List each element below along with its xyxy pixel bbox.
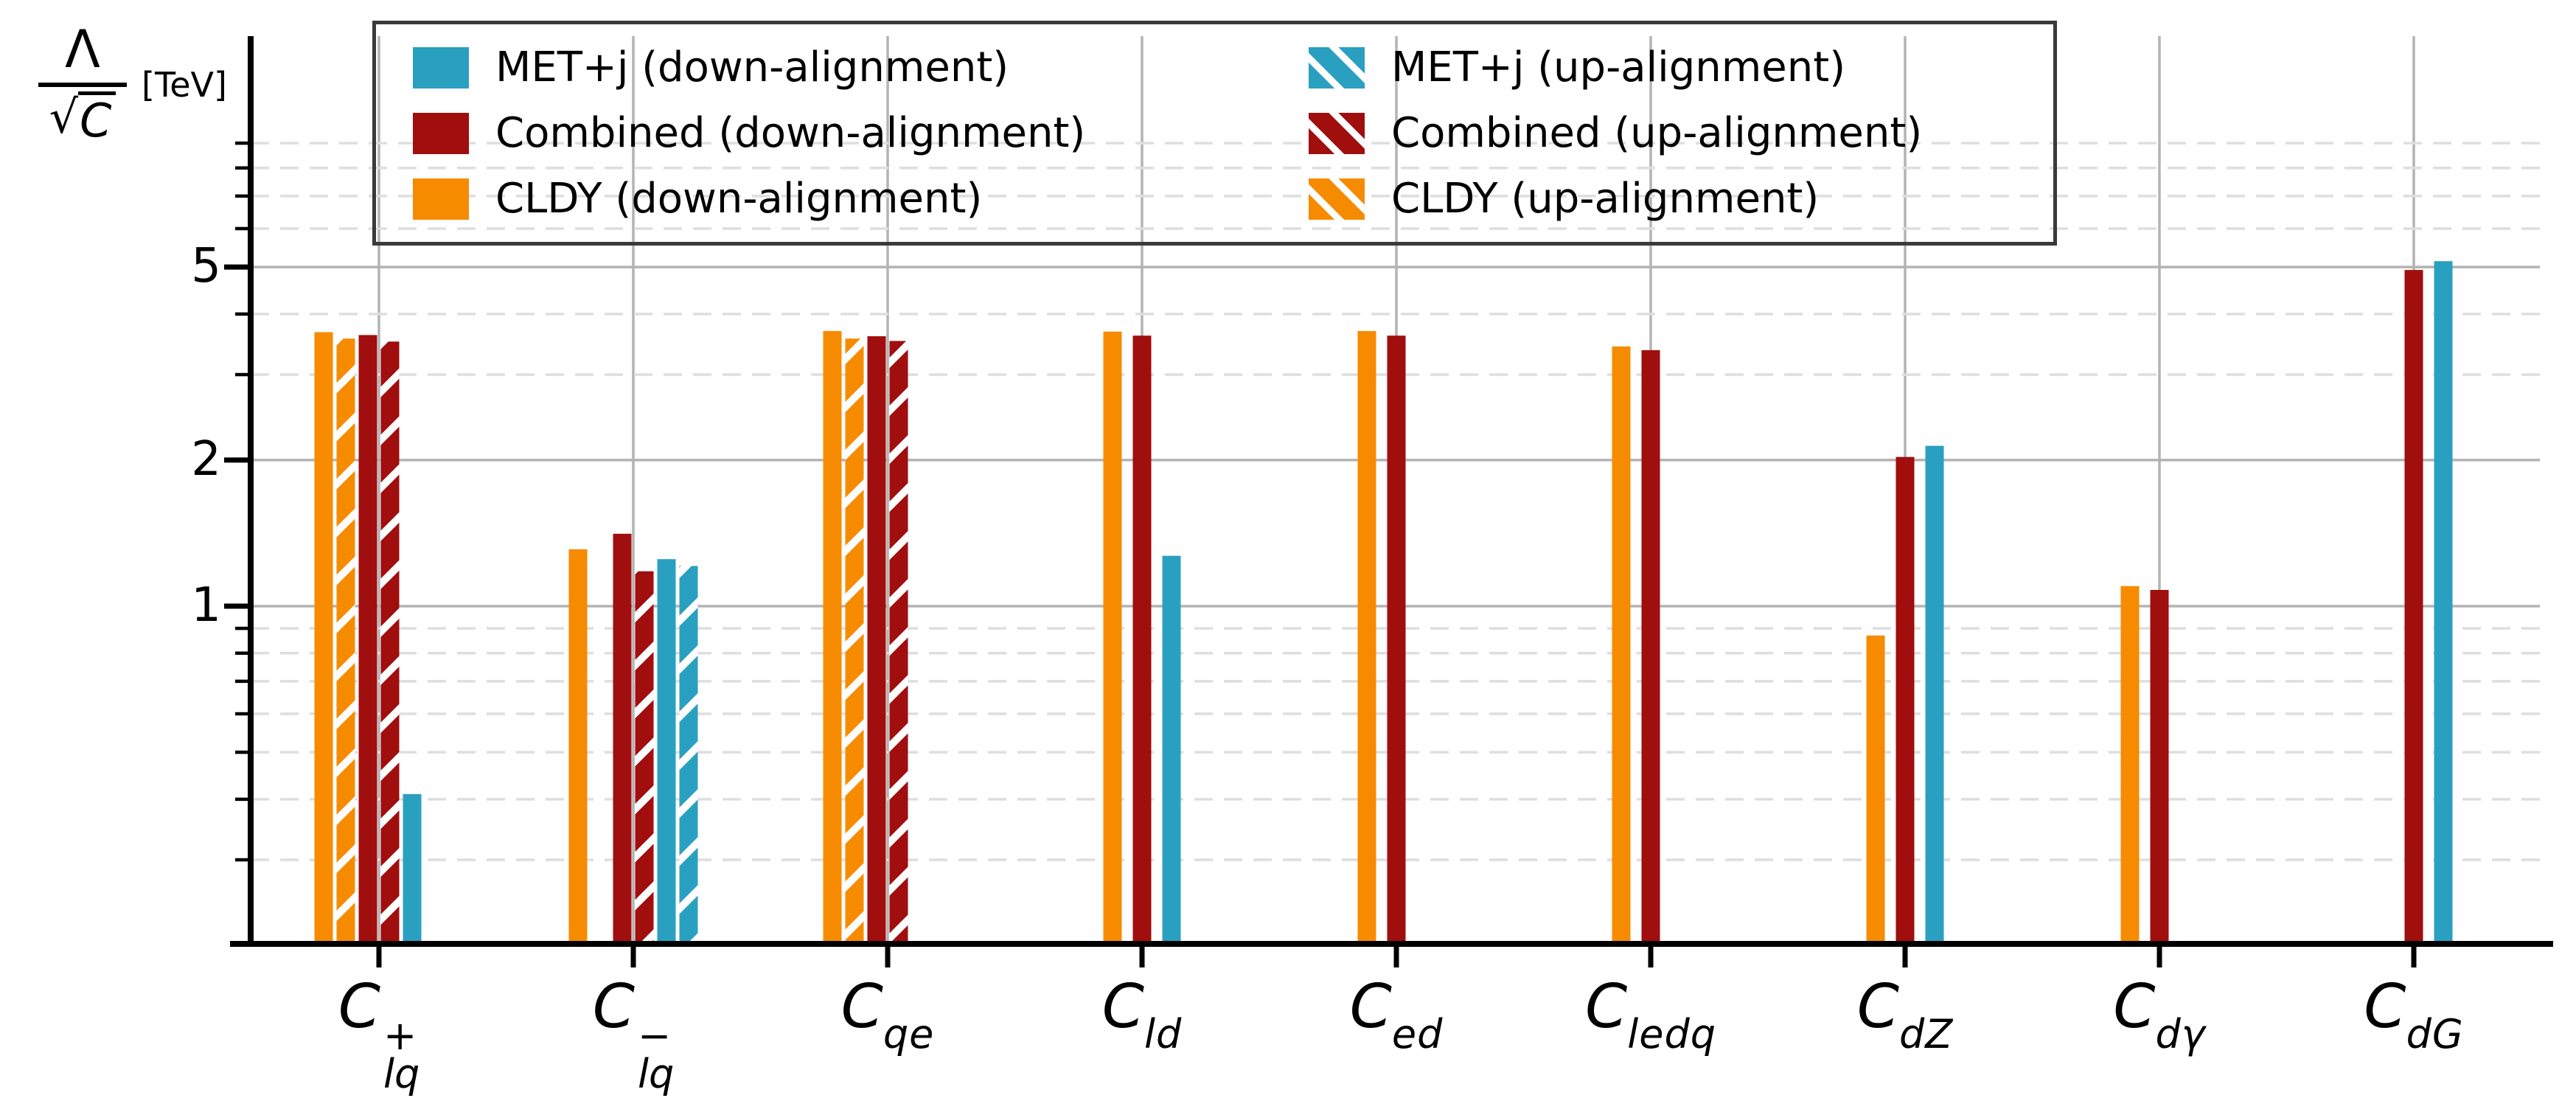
bar-Clq_minus-met_up bbox=[679, 566, 698, 944]
x-tick-label-Clq_plus: C + lq bbox=[338, 972, 420, 1097]
y-tick-label-2: 2 bbox=[191, 431, 221, 487]
y-tick-label-5: 5 bbox=[191, 239, 221, 294]
bar-Clq_plus-combined_up bbox=[380, 341, 400, 944]
legend-swatch-met_down bbox=[413, 46, 469, 88]
bar-Clq_minus-met_down bbox=[657, 559, 676, 944]
bar-CdZ-combined_down bbox=[1896, 456, 1915, 944]
legend-entry-combined_down: Combined (down-alignment) bbox=[413, 109, 1272, 157]
lambda-symbol: Λ bbox=[65, 19, 100, 80]
bar-Cledq-cldy_down bbox=[1612, 346, 1631, 944]
legend-label-met_down: MET+j (down-alignment) bbox=[495, 44, 1009, 91]
bar-CdG-combined_down bbox=[2404, 270, 2423, 945]
legend-swatch-combined_up bbox=[1309, 112, 1365, 154]
bar-Clq_minus-cldy_down bbox=[568, 549, 588, 944]
bar-Clq_plus-combined_down bbox=[358, 335, 377, 944]
bar-CdZ-cldy_down bbox=[1866, 635, 1885, 944]
legend-entry-met_down: MET+j (down-alignment) bbox=[413, 44, 1272, 91]
legend-column-up: MET+j (up-alignment) Combined (up-alignme… bbox=[1272, 24, 2053, 242]
y-axis-unit: [TeV] bbox=[142, 64, 227, 105]
legend-entry-cldy_down: CLDY (down-alignment) bbox=[413, 175, 1272, 223]
legend-entry-combined_up: Combined (up-alignment) bbox=[1309, 109, 2053, 157]
legend: MET+j (down-alignment) Combined (down-ali… bbox=[372, 21, 2057, 246]
bar-Cqe-cldy_down bbox=[823, 330, 842, 945]
x-tick-label-Ced: Ced bbox=[1349, 972, 1444, 1057]
bar-Cdgamma-cldy_down bbox=[2120, 586, 2140, 944]
y-tick-label-1: 1 bbox=[191, 578, 221, 633]
bar-Cld-combined_down bbox=[1132, 336, 1152, 944]
x-tick-label-CdG: CdG bbox=[2364, 972, 2464, 1057]
x-tick-label-CdZ: CdZ bbox=[1856, 972, 1954, 1057]
bar-Ced-cldy_down bbox=[1357, 330, 1376, 945]
legend-swatch-cldy_up bbox=[1309, 178, 1365, 220]
legend-label-combined_up: Combined (up-alignment) bbox=[1391, 109, 1923, 157]
bar-Cqe-cldy_up bbox=[845, 338, 864, 945]
fraction-bar bbox=[38, 83, 127, 87]
lambda-over-sqrtC-fraction: Λ √ C bbox=[38, 22, 127, 147]
bar-Cld-cldy_down bbox=[1103, 331, 1122, 945]
x-tick-label-Cdgamma: Cdγ bbox=[2113, 972, 2206, 1057]
legend-swatch-cldy_down bbox=[413, 178, 469, 220]
x-tick-label-Clq_minus: C − lq bbox=[592, 972, 675, 1097]
bar-Cqe-combined_down bbox=[867, 336, 886, 944]
legend-swatch-combined_down bbox=[413, 112, 469, 154]
bar-Clq_plus-met_down bbox=[403, 793, 422, 944]
legend-label-met_up: MET+j (up-alignment) bbox=[1391, 44, 1846, 91]
bar-Cdgamma-combined_down bbox=[2150, 590, 2169, 944]
legend-column-down: MET+j (down-alignment) Combined (down-ali… bbox=[376, 24, 1272, 242]
y-axis-label: Λ √ C [TeV] bbox=[38, 22, 227, 147]
legend-entry-cldy_up: CLDY (up-alignment) bbox=[1309, 175, 2053, 223]
bar-Clq_minus-combined_down bbox=[613, 533, 632, 944]
bar-Cld-met_down bbox=[1162, 555, 1181, 944]
bar-Ced-combined_down bbox=[1387, 336, 1406, 944]
bar-Clq_plus-cldy_down bbox=[314, 332, 333, 945]
x-tick-label-Cledq: Cledq bbox=[1584, 972, 1717, 1057]
radical-sign: √ bbox=[49, 90, 79, 144]
bar-Cqe-combined_up bbox=[889, 341, 908, 944]
bar-CdZ-met_down bbox=[1925, 445, 1944, 944]
bar-Clq_plus-cldy_up bbox=[336, 338, 355, 945]
x-tick-label-Cqe: Cqe bbox=[840, 972, 935, 1057]
legend-swatch-met_up bbox=[1309, 46, 1365, 88]
sqrt-C: √ C bbox=[49, 91, 116, 147]
x-tick-label-Cld: Cld bbox=[1101, 972, 1183, 1057]
legend-label-cldy_down: CLDY (down-alignment) bbox=[495, 175, 983, 223]
legend-entry-met_up: MET+j (up-alignment) bbox=[1309, 44, 2053, 91]
legend-label-combined_down: Combined (down-alignment) bbox=[495, 109, 1086, 157]
legend-label-cldy_up: CLDY (up-alignment) bbox=[1391, 175, 1820, 223]
bar-Cledq-combined_down bbox=[1641, 350, 1660, 944]
bar-CdG-met_down bbox=[2434, 261, 2453, 944]
bar-Clq_minus-combined_up bbox=[635, 571, 654, 944]
C-symbol: C bbox=[78, 91, 116, 147]
